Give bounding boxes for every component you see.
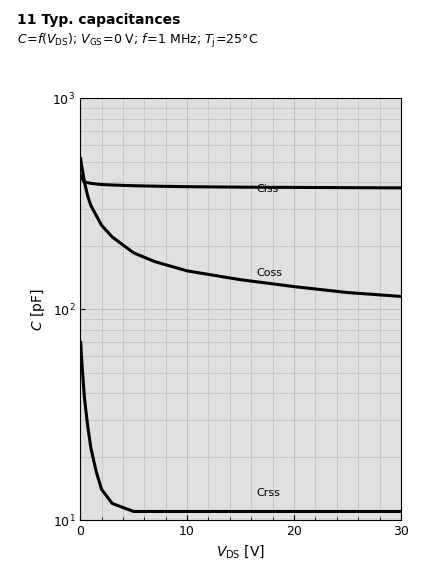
Text: Crss: Crss — [257, 488, 281, 498]
Text: Ciss: Ciss — [257, 184, 279, 194]
X-axis label: $V_\mathrm{DS}$ [V]: $V_\mathrm{DS}$ [V] — [216, 544, 265, 561]
Text: $C\!=\!f(V_\mathrm{DS})$; $V_\mathrm{GS}\!=\!0$ V; $f\!=\!1$ MHz; $T_\mathrm{j}\: $C\!=\!f(V_\mathrm{DS})$; $V_\mathrm{GS}… — [17, 32, 258, 50]
Text: Coss: Coss — [257, 268, 283, 279]
Text: 11 Typ. capacitances: 11 Typ. capacitances — [17, 13, 180, 27]
Y-axis label: $C$ [pF]: $C$ [pF] — [29, 288, 47, 331]
